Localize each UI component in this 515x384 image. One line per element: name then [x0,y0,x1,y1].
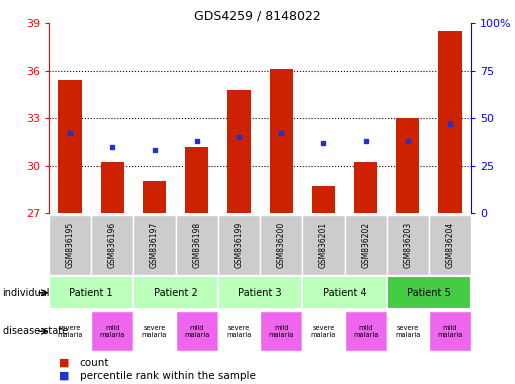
Text: GSM836198: GSM836198 [192,222,201,268]
Text: mild
malaria: mild malaria [184,325,210,338]
Bar [387,215,429,275]
Bar [58,80,82,213]
Bar [354,162,377,213]
Text: GSM836201: GSM836201 [319,222,328,268]
Bar [387,276,471,309]
Text: Patient 2: Patient 2 [154,288,197,298]
Text: count: count [80,358,109,368]
Bar [133,276,218,309]
Text: ■: ■ [59,371,70,381]
Bar [260,215,302,275]
Bar [100,162,124,213]
Text: GSM836197: GSM836197 [150,222,159,268]
Text: Patient 4: Patient 4 [323,288,366,298]
Bar [49,215,91,275]
Text: GSM836196: GSM836196 [108,222,117,268]
Bar [387,311,429,351]
Text: severe
malaria: severe malaria [142,325,167,338]
Bar [91,311,133,351]
Text: severe
malaria: severe malaria [226,325,252,338]
Text: GDS4259 / 8148022: GDS4259 / 8148022 [194,10,321,23]
Text: GSM836195: GSM836195 [65,222,75,268]
Bar [269,69,293,213]
Text: ■: ■ [59,358,70,368]
Bar [302,276,387,309]
Bar [91,215,133,275]
Text: mild
malaria: mild malaria [353,325,379,338]
Bar [345,311,387,351]
Text: Patient 5: Patient 5 [407,288,451,298]
Bar [429,215,471,275]
Text: mild
malaria: mild malaria [99,325,125,338]
Text: GSM836204: GSM836204 [445,222,455,268]
Bar [218,311,260,351]
Bar [227,89,251,213]
Bar [302,311,345,351]
Text: GSM836203: GSM836203 [403,222,413,268]
Bar [176,215,218,275]
Text: Patient 3: Patient 3 [238,288,282,298]
Bar [396,118,420,213]
Text: GSM836199: GSM836199 [234,222,244,268]
Text: mild
malaria: mild malaria [437,325,463,338]
Bar [185,147,209,213]
Text: Patient 1: Patient 1 [70,288,113,298]
Bar [302,215,345,275]
Text: severe
malaria: severe malaria [311,325,336,338]
Bar [143,182,166,213]
Bar [133,215,176,275]
Bar [312,186,335,213]
Text: mild
malaria: mild malaria [268,325,294,338]
Bar [218,215,260,275]
Text: individual: individual [3,288,50,298]
Text: severe
malaria: severe malaria [395,325,421,338]
Bar [429,311,471,351]
Bar [176,311,218,351]
Bar [438,31,462,213]
Bar [260,311,302,351]
Text: disease state: disease state [3,326,67,336]
Text: percentile rank within the sample: percentile rank within the sample [80,371,256,381]
Text: GSM836200: GSM836200 [277,222,286,268]
Bar [345,215,387,275]
Text: GSM836202: GSM836202 [361,222,370,268]
Bar [218,276,302,309]
Bar [49,276,133,309]
Text: severe
malaria: severe malaria [57,325,83,338]
Bar [133,311,176,351]
Bar [49,311,91,351]
